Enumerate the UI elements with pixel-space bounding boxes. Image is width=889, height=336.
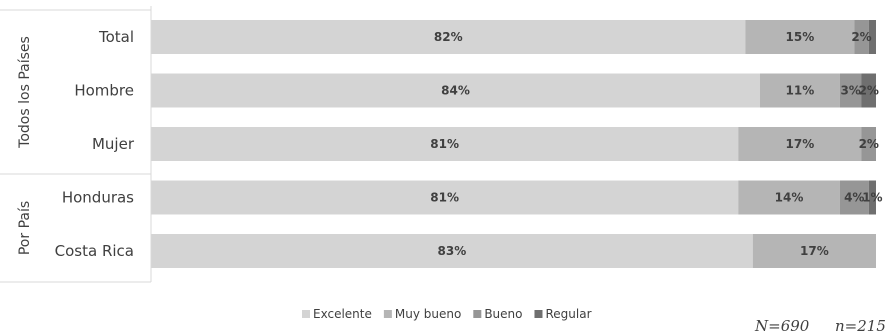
category-label-costa-rica: Costa Rica [55,242,134,260]
legend-swatch-muy-bueno [383,310,392,318]
bar-total-bueno [854,20,869,54]
category-label-mujer: Mujer [92,135,135,153]
bars-layer [151,20,876,268]
data-label-honduras-muy-bueno: 14% [775,191,804,205]
data-label-total-muy-bueno: 15% [786,30,815,44]
group-label-todos-los-paises: Todos los Países [17,36,33,149]
data-label-honduras-excelente: 81% [430,191,459,205]
legend-swatch-bueno [473,310,482,318]
legend: Excelente Muy bueno Bueno Regular [302,307,592,321]
bar-honduras-regular [868,180,876,215]
data-label-costa-rica-excelente: 83% [438,244,467,258]
legend-label-regular: Regular [545,307,591,321]
bar-total-regular [868,20,876,54]
bar-total-muy-bueno [745,20,855,54]
data-label-hombre-regular: 2% [859,84,879,98]
bar-honduras-excelente [151,180,739,215]
group-label-por-pais: Por País [17,201,33,255]
labels-layer: 82% 15% 2%84% 11% 3%2%81% 17% 2%81% 14% 4%1%83% 1… [430,30,882,258]
data-label-honduras-regular: 1% [862,191,882,205]
bar-mujer-bueno [861,127,876,161]
bar-honduras-muy-bueno [738,180,840,215]
data-label-hombre-muy-bueno: 11% [786,84,815,98]
bar-costa-rica-excelente [151,234,753,268]
legend-label-muy-bueno: Muy bueno [395,307,461,321]
bar-honduras-bueno [839,180,869,215]
data-label-mujer-bueno: 2% [859,137,879,151]
data-label-honduras-bueno: 4% [844,191,864,205]
data-label-mujer-excelente: 81% [430,137,459,151]
data-label-hombre-bueno: 3% [840,84,860,98]
bar-mujer-muy-bueno [738,127,862,161]
category-axis: Total Hombre Mujer Honduras Costa Rica Todos … [0,6,152,283]
category-label-hombre: Hombre [74,82,134,100]
data-label-costa-rica-muy-bueno: 17% [800,244,829,258]
legend-label-excelente: Excelente [313,307,372,321]
category-label-total: Total [98,28,134,46]
data-label-hombre-excelente: 84% [441,84,470,98]
bar-mujer-excelente [151,127,739,161]
bar-total-excelente [151,20,746,54]
bar-hombre-excelente [151,73,760,108]
sample-size-subgroup: n=215 [835,317,886,335]
bar-hombre-regular [861,73,876,108]
sample-size-total: N=690 [754,317,810,335]
legend-swatch-excelente [302,310,310,318]
bar-hombre-muy-bueno [760,73,840,108]
bar-costa-rica-muy-bueno [752,234,876,268]
category-label-honduras: Honduras [62,189,134,207]
bar-hombre-bueno [839,73,862,108]
legend-swatch-regular [534,310,543,318]
legend-label-bueno: Bueno [484,307,522,321]
data-label-total-bueno: 2% [851,30,871,44]
data-label-mujer-muy-bueno: 17% [786,137,815,151]
data-label-total-excelente: 82% [434,30,463,44]
